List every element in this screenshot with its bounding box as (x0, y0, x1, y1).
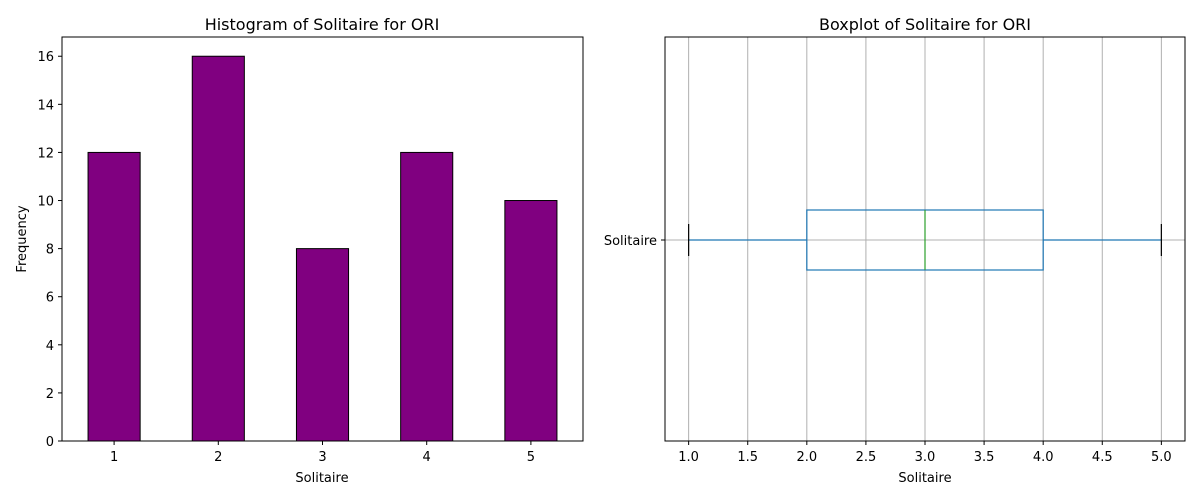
histogram-y-tick-label: 0 (46, 435, 54, 450)
boxplot-x-tick-label: 1.5 (737, 450, 758, 465)
boxplot-x-tick-label: 3.5 (974, 450, 995, 465)
boxplot-x-tick-label: 2.0 (796, 450, 817, 465)
histogram-y-tick-label: 2 (46, 387, 54, 402)
boxplot-x-tick-label: 4.5 (1092, 450, 1113, 465)
boxplot-x-tick-label: 1.0 (678, 450, 699, 465)
histogram-bar-3 (295, 248, 350, 442)
boxplot-box (688, 209, 1162, 271)
boxplot-x-tick-label: 5.0 (1151, 450, 1172, 465)
histogram-x-tick-label: 5 (527, 450, 535, 465)
histogram-y-ticks: 0 2 4 6 8 10 12 14 16 (37, 50, 62, 450)
histogram-x-label: Solitaire (295, 471, 348, 486)
histogram-y-tick-label: 16 (37, 50, 54, 65)
histogram-bar-4 (400, 151, 454, 442)
histogram-y-tick-label: 10 (37, 195, 54, 210)
histogram-x-tick-label: 1 (110, 450, 118, 465)
histogram-y-tick-label: 14 (37, 98, 54, 113)
histogram-title: Histogram of Solitaire for ORI (205, 15, 440, 34)
boxplot-x-tick-label: 4.0 (1033, 450, 1054, 465)
histogram-bar-5 (504, 200, 558, 442)
histogram-y-tick-label: 4 (46, 339, 54, 354)
histogram-y-tick-label: 12 (37, 146, 54, 161)
boxplot-axes-frame (664, 36, 1186, 442)
histogram-x-tick-label: 4 (423, 450, 431, 465)
boxplot-category-label: Solitaire (604, 234, 657, 249)
histogram-bar-2 (191, 55, 245, 442)
boxplot-x-ticks: 1.0 1.5 2.0 2.5 3.0 3.5 4.0 4.5 5.0 (678, 441, 1172, 465)
boxplot-title: Boxplot of Solitaire for ORI (819, 15, 1031, 34)
histogram-y-label: Frequency (15, 205, 30, 272)
boxplot-chart: Boxplot of Solitaire for ORI 1.0 1.5 2.0 2.… (604, 15, 1186, 486)
histogram-chart: Histogram of Solitaire for ORI 024681012… (15, 15, 584, 486)
histogram-bar-1 (87, 151, 141, 442)
histogram-axes-frame (61, 36, 584, 442)
histogram-x-tick-label: 3 (318, 450, 326, 465)
boxplot-x-label: Solitaire (898, 471, 951, 486)
histogram-x-ticks: 1 2 3 4 5 (110, 441, 535, 465)
boxplot-x-tick-label: 3.0 (915, 450, 936, 465)
boxplot-x-tick-label: 2.5 (856, 450, 877, 465)
histogram-y-tick-label: 8 (46, 243, 54, 258)
histogram-x-tick-label: 2 (214, 450, 222, 465)
histogram-y-tick-label: 6 (46, 291, 54, 306)
histogram-bars (87, 55, 558, 442)
